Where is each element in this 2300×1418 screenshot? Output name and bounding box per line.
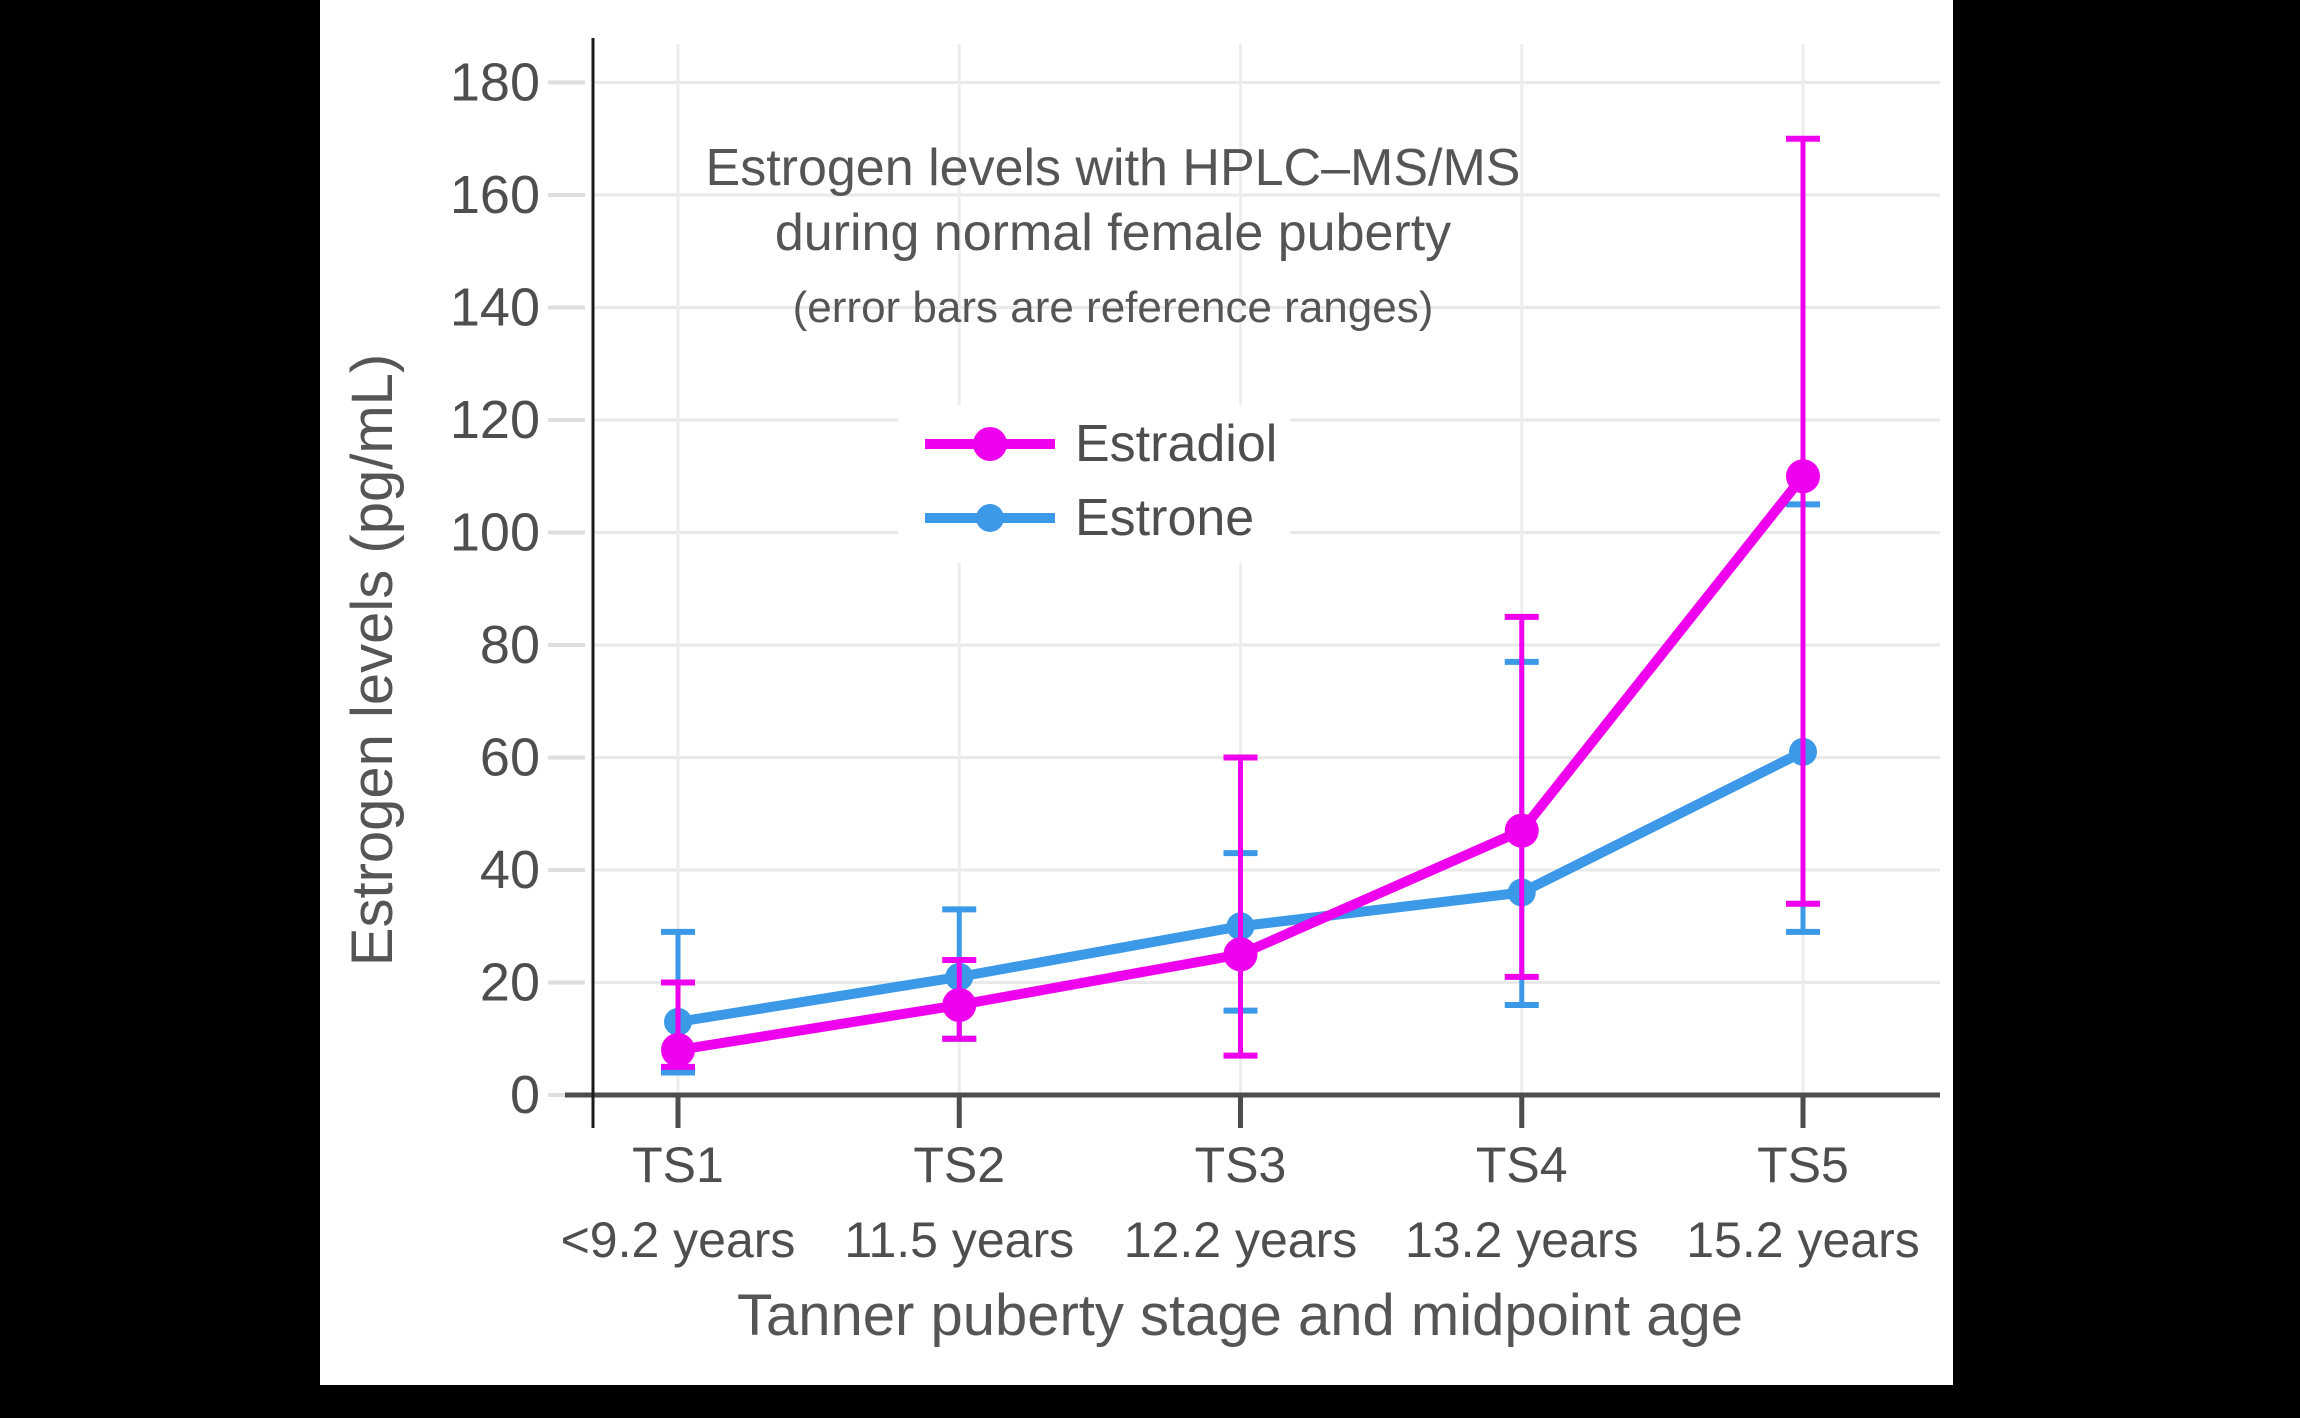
legend-swatch-dot xyxy=(973,427,1007,461)
line-chart: 0 20 40 60 80 100 120 140 160 180 TS1 TS2 TS3 TS4 TS5 <… xyxy=(340,38,1940,1348)
x-tick-label: TS2 xyxy=(913,1137,1005,1193)
x-tick-label: TS1 xyxy=(632,1137,724,1193)
chart-title-line1: Estrogen levels with HPLC–MS/MS xyxy=(706,139,1521,197)
x-tick-sublabel: 15.2 years xyxy=(1686,1212,1919,1268)
y-tick-label: 20 xyxy=(480,953,540,1013)
x-tick-sublabel: 13.2 years xyxy=(1405,1212,1638,1268)
y-tick-label: 100 xyxy=(450,503,540,563)
series-estradiol xyxy=(661,135,1820,1070)
legend-swatch-dot xyxy=(976,504,1004,532)
y-tick-label: 80 xyxy=(480,615,540,675)
y-tick-label: 60 xyxy=(480,728,540,788)
y-tick-label: 140 xyxy=(450,278,540,338)
legend-label: Estradiol xyxy=(1075,415,1277,473)
x-tick-sublabel: 12.2 years xyxy=(1124,1212,1357,1268)
x-axis-label: Tanner puberty stage and midpoint age xyxy=(737,1283,1743,1348)
x-tick-label: TS4 xyxy=(1476,1137,1568,1193)
data-point xyxy=(1504,813,1539,848)
legend-layer: Estradiol Estrone xyxy=(898,405,1290,563)
x-tick-label: TS5 xyxy=(1757,1137,1849,1193)
chart-panel: 0 20 40 60 80 100 120 140 160 180 TS1 TS2 TS3 TS4 TS5 <… xyxy=(320,0,1953,1385)
legend-label: Estrone xyxy=(1075,489,1254,547)
data-point xyxy=(1223,937,1258,972)
data-point xyxy=(942,988,977,1022)
legend-background xyxy=(898,405,1290,563)
chart-generated-layer: 0 20 40 60 80 100 120 140 160 180 TS1 TS2 TS3 TS4 TS5 <… xyxy=(450,38,1940,1268)
y-tick-label: 180 xyxy=(450,53,540,113)
y-tick-label: 0 xyxy=(510,1065,540,1125)
y-tick-label: 120 xyxy=(450,390,540,450)
chart-title-line2: during normal female puberty xyxy=(775,204,1451,262)
data-point xyxy=(1786,459,1820,494)
data-point xyxy=(661,1033,695,1067)
y-tick-label: 160 xyxy=(450,165,540,225)
y-axis-label: Estrogen levels (pg/mL) xyxy=(340,354,405,966)
legend-item-estradiol: Estradiol xyxy=(925,415,1277,473)
chart-subtitle: (error bars are reference ranges) xyxy=(793,283,1434,332)
x-tick-sublabel: 11.5 years xyxy=(844,1212,1074,1268)
legend-item-estrone: Estrone xyxy=(925,489,1254,547)
x-tick-sublabel: <9.2 years xyxy=(561,1212,796,1268)
y-tick-label: 40 xyxy=(480,840,540,900)
x-tick-label: TS3 xyxy=(1195,1137,1287,1193)
